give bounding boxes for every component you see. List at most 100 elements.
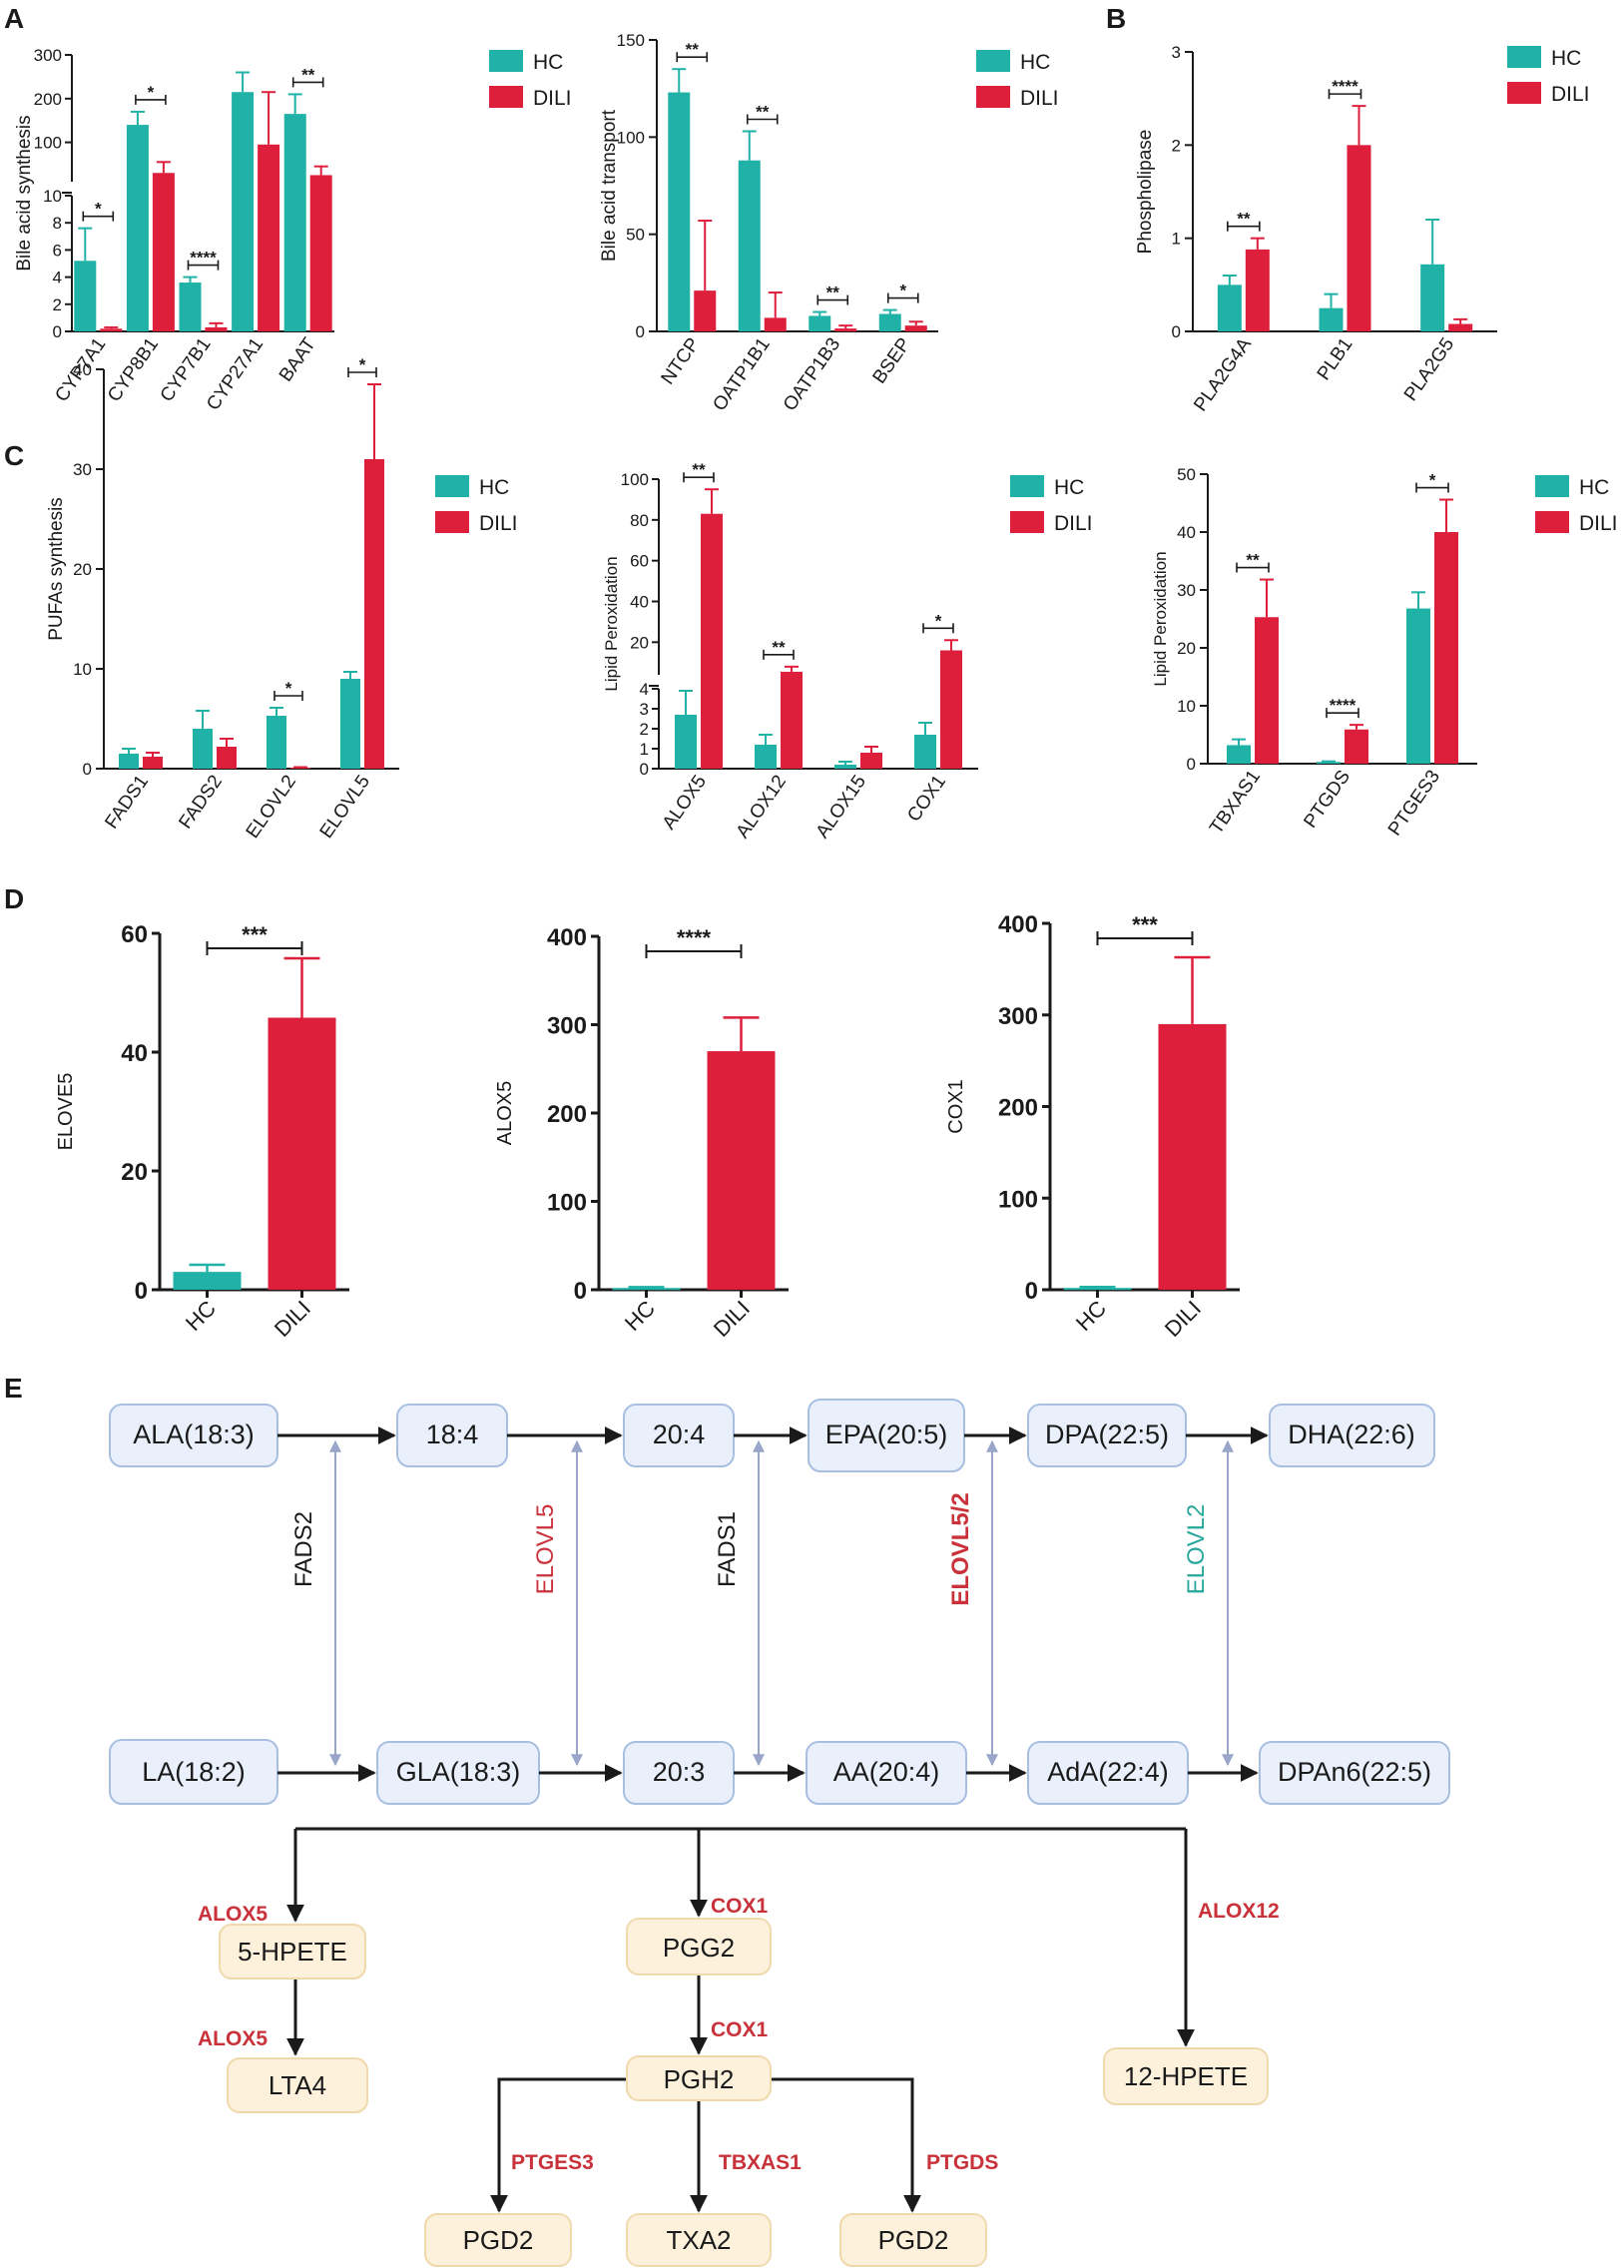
- x-tick-label: NTCP: [657, 334, 704, 388]
- y-tick-label: 100: [34, 134, 62, 153]
- y-tick-label: 40: [630, 593, 649, 612]
- bar-dili-oatp1b3: [834, 328, 857, 331]
- x-tick-label: DILI: [270, 1296, 315, 1342]
- node-ala: ALA(18:3): [109, 1404, 278, 1467]
- y-tick-label: 0: [636, 322, 645, 341]
- y-tick-label: 100: [621, 470, 649, 489]
- y-axis-title: Lipid Peroxidation: [602, 556, 621, 691]
- svg-text:LTA4: LTA4: [269, 2070, 326, 2100]
- bar-dili-cyp7b1: [205, 326, 228, 331]
- bar-hc-alox15: [834, 765, 856, 769]
- node-epa: EPA(20:5): [808, 1399, 965, 1472]
- bar-hc-alox5: [675, 715, 697, 769]
- bar-hc-cyp7b1: [179, 283, 202, 331]
- svg-text:20:4: 20:4: [653, 1419, 706, 1449]
- legend-label-dili: DILI: [479, 512, 518, 535]
- x-tick-label: CYP8B1: [104, 334, 163, 406]
- legend-swatch-hc: [1010, 475, 1044, 497]
- bar-dili-fads2: [217, 747, 237, 769]
- y-tick-label: 0: [574, 1278, 587, 1305]
- svg-text:18:4: 18:4: [426, 1419, 479, 1449]
- y-tick-label: 3: [640, 700, 649, 719]
- bar-dili-alox5: [701, 513, 723, 769]
- bar-hc-oatp1b1: [738, 160, 761, 331]
- x-tick-label: PLA2G5: [1400, 334, 1458, 405]
- bar-dili-bsep: [904, 325, 927, 331]
- bar-dili-ntcp: [694, 290, 717, 331]
- legend-label-hc: HC: [1579, 476, 1609, 499]
- x-tick-label: COX1: [903, 772, 950, 826]
- x-tick-label: ALOX15: [812, 772, 870, 843]
- y-tick-label: 30: [1177, 581, 1196, 600]
- bar-hc-elovl2: [267, 716, 286, 769]
- branch-enzyme-alox5-2: ALOX5: [198, 2027, 268, 2050]
- bar-dili-oatp1b1: [764, 317, 787, 331]
- y-tick-label: 4: [640, 680, 649, 699]
- bar-hc-cox1: [914, 735, 936, 769]
- bar-dili-alox12: [781, 671, 803, 769]
- chart-bile-acid-transport: 0 50 100 150 Bile acid transport NTCP OATP1B1 O…: [599, 31, 1059, 415]
- bar-hc-cyp27a1: [232, 92, 255, 331]
- y-tick-label: 60: [630, 552, 649, 571]
- significance-mark: ***: [242, 922, 268, 947]
- svg-text:PGG2: PGG2: [663, 1933, 735, 1963]
- bar-dili-fads1: [143, 757, 163, 769]
- branch-enzyme-alox12: ALOX12: [1198, 1900, 1280, 1923]
- panel-label-a: A: [4, 3, 24, 34]
- x-tick-label: BAAT: [275, 334, 320, 386]
- y-axis-title: ELOVE5: [55, 1073, 77, 1151]
- y-tick-label: 40: [1177, 523, 1196, 542]
- legend-label-hc: HC: [1054, 476, 1084, 499]
- y-axis-title: Phospholipase: [1135, 130, 1156, 255]
- y-axis-title: Lipid Peroxidation: [1151, 551, 1170, 686]
- pathway-diagram: ALA(18:3) 18:4 20:4 EPA(20:5) DPA(22:5) …: [109, 1399, 1450, 2267]
- y-tick-label: 2: [640, 720, 649, 739]
- bar-hc-tbxas1: [1227, 745, 1251, 764]
- y-tick-label: 300: [547, 1013, 587, 1040]
- bar-hc-oatp1b3: [809, 315, 831, 331]
- svg-text:5-HPETE: 5-HPETE: [238, 1937, 347, 1967]
- bar-hc-alox12: [755, 745, 777, 769]
- y-tick-label: 100: [617, 128, 645, 147]
- y-tick-label: 4: [53, 269, 62, 287]
- y-tick-label: 150: [617, 31, 645, 50]
- significance-mark: ****: [677, 925, 712, 950]
- bar-dili-ptgds: [1345, 729, 1368, 764]
- node-20-4: 20:4: [623, 1404, 735, 1467]
- x-tick-label: OATP1B1: [709, 334, 774, 415]
- x-tick-label: HC: [181, 1296, 221, 1336]
- bar-hc-cyp7a1: [74, 261, 97, 331]
- node-aa: AA(20:4): [806, 1741, 967, 1805]
- legend-label-dili: DILI: [1054, 512, 1093, 535]
- y-tick-label: 20: [73, 560, 92, 579]
- y-axis-title: ALOX5: [494, 1081, 516, 1145]
- legend-swatch-dili: [1535, 511, 1569, 533]
- y-tick-label: 10: [73, 660, 92, 679]
- y-axis-title: COX1: [945, 1079, 967, 1133]
- significance-mark: ***: [1132, 912, 1158, 937]
- chart-alox5: 0 100 200 300 400 ALOX5 HC DILI ****: [494, 924, 789, 1342]
- bar-dili-pla2g4a: [1245, 249, 1270, 331]
- legend-swatch-dili: [1010, 511, 1044, 533]
- y-axis-title: Bile acid transport: [599, 109, 620, 262]
- legend-swatch-dili: [435, 511, 469, 533]
- svg-text:AdA(22:4): AdA(22:4): [1047, 1757, 1169, 1787]
- bar-dili-alox15: [860, 753, 882, 769]
- enzyme-label-elovl5: ELOVL5: [532, 1504, 559, 1595]
- x-tick-label: DILI: [709, 1296, 755, 1342]
- node-ada: AdA(22:4): [1027, 1741, 1189, 1805]
- significance-mark: *: [148, 83, 155, 102]
- bar-hc-cyp8b1: [126, 125, 149, 331]
- legend-label-hc: HC: [1551, 47, 1581, 70]
- node-dpan6: DPAn6(22:5): [1259, 1741, 1450, 1805]
- y-tick-label: 400: [998, 911, 1038, 938]
- svg-text:PGH2: PGH2: [664, 2064, 735, 2094]
- panel-label-c: C: [4, 440, 24, 471]
- y-tick-label: 10: [43, 187, 62, 206]
- bar-dili-elovl5: [364, 459, 384, 769]
- node-gla: GLA(18:3): [376, 1741, 540, 1805]
- significance-mark: *: [899, 282, 906, 300]
- node-pgd2-right: PGD2: [839, 2213, 987, 2267]
